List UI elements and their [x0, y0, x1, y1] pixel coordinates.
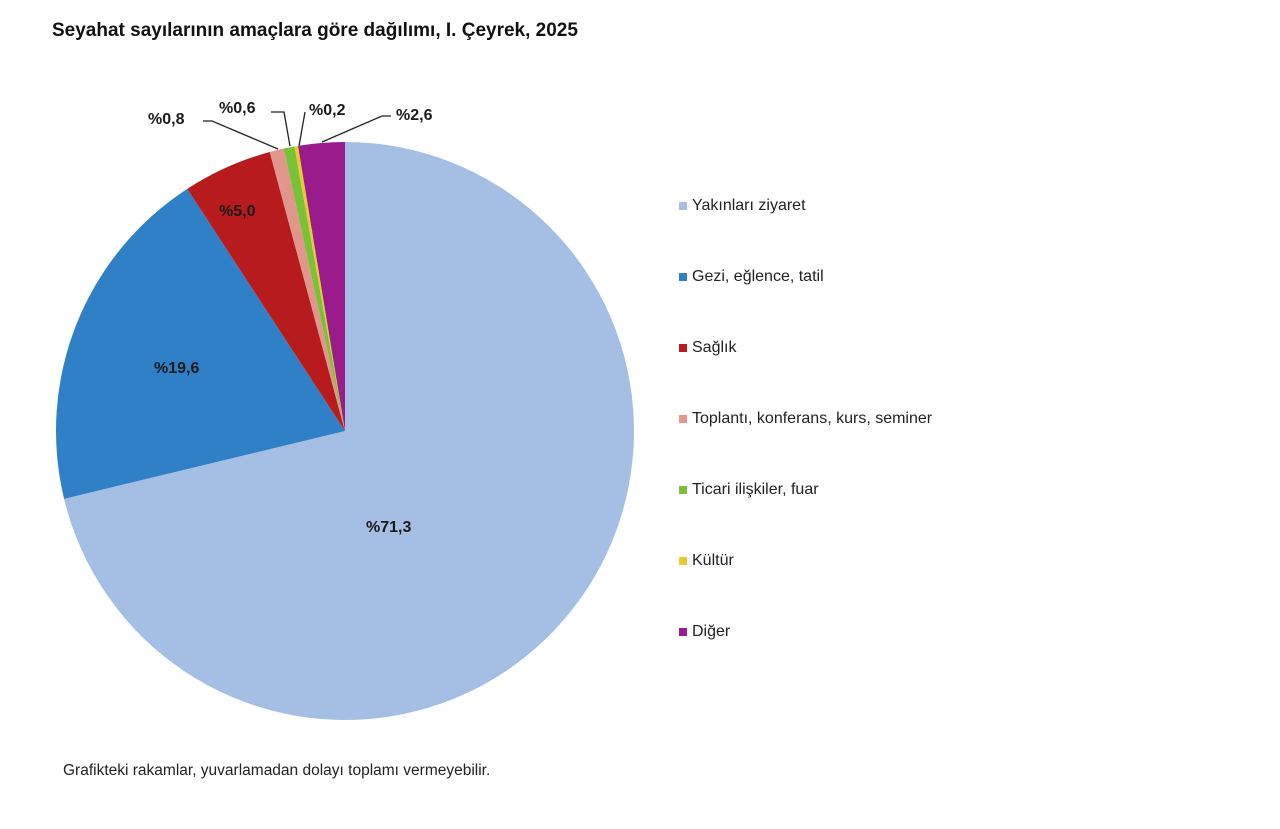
legend-item-gezi: Gezi, eğlence, tatil: [679, 268, 824, 286]
legend-swatch-icon: [679, 628, 687, 636]
leader-line-kultur: [298, 111, 306, 147]
leader-line-toplanti: [203, 120, 279, 150]
legend-item-yakinlari: Yakınları ziyaret: [679, 197, 806, 215]
legend-swatch-icon: [679, 557, 687, 565]
legend-label: Yakınları ziyaret: [692, 197, 806, 214]
pie-slice: [64, 142, 635, 720]
pie-slice: [294, 145, 345, 431]
pie-slice: [56, 188, 346, 499]
legend-label: Sağlık: [692, 339, 737, 356]
leader-line-diger: [321, 115, 391, 143]
legend-label: Toplantı, konferans, kurs, seminer: [692, 410, 933, 427]
legend-label: Kültür: [692, 552, 734, 569]
label-yakinlari: %71,3: [366, 519, 411, 536]
legend-swatch-icon: [679, 415, 687, 423]
legend-label: Ticari ilişkiler, fuar: [692, 481, 819, 498]
label-diger: %2,6: [396, 107, 433, 124]
pie-slices: [56, 142, 635, 720]
legend-item-saglik: Sağlık: [679, 339, 736, 357]
label-gezi: %19,6: [154, 360, 199, 377]
legend-item-ticari: Ticari ilişkiler, fuar: [679, 481, 819, 499]
label-ticari: %0,6: [219, 100, 256, 117]
label-saglik: %5,0: [219, 203, 256, 220]
legend-label: Gezi, eğlence, tatil: [692, 268, 824, 285]
pie-slice: [298, 142, 345, 431]
legend-item-kultur: Kültür: [679, 552, 734, 570]
label-toplanti: %0,8: [148, 111, 185, 128]
legend-swatch-icon: [679, 273, 687, 281]
legend-item-diger: Diğer: [679, 623, 730, 641]
leader-line-ticari: [271, 111, 291, 147]
pie-slice: [283, 146, 345, 431]
leader-lines: [203, 111, 391, 150]
pie-slice: [269, 148, 345, 431]
footnote: Grafikteki rakamlar, yuvarlamadan dolayı…: [63, 762, 491, 779]
label-kultur: %0,2: [309, 102, 346, 119]
legend-item-toplanti: Toplantı, konferans, kurs, seminer: [679, 410, 932, 428]
legend-swatch-icon: [679, 344, 687, 352]
legend-swatch-icon: [679, 202, 687, 210]
chart-title: Seyahat sayılarının amaçlara göre dağılı…: [52, 20, 578, 41]
legend-swatch-icon: [679, 486, 687, 494]
legend-label: Diğer: [692, 623, 731, 640]
pie-slice: [187, 151, 345, 432]
